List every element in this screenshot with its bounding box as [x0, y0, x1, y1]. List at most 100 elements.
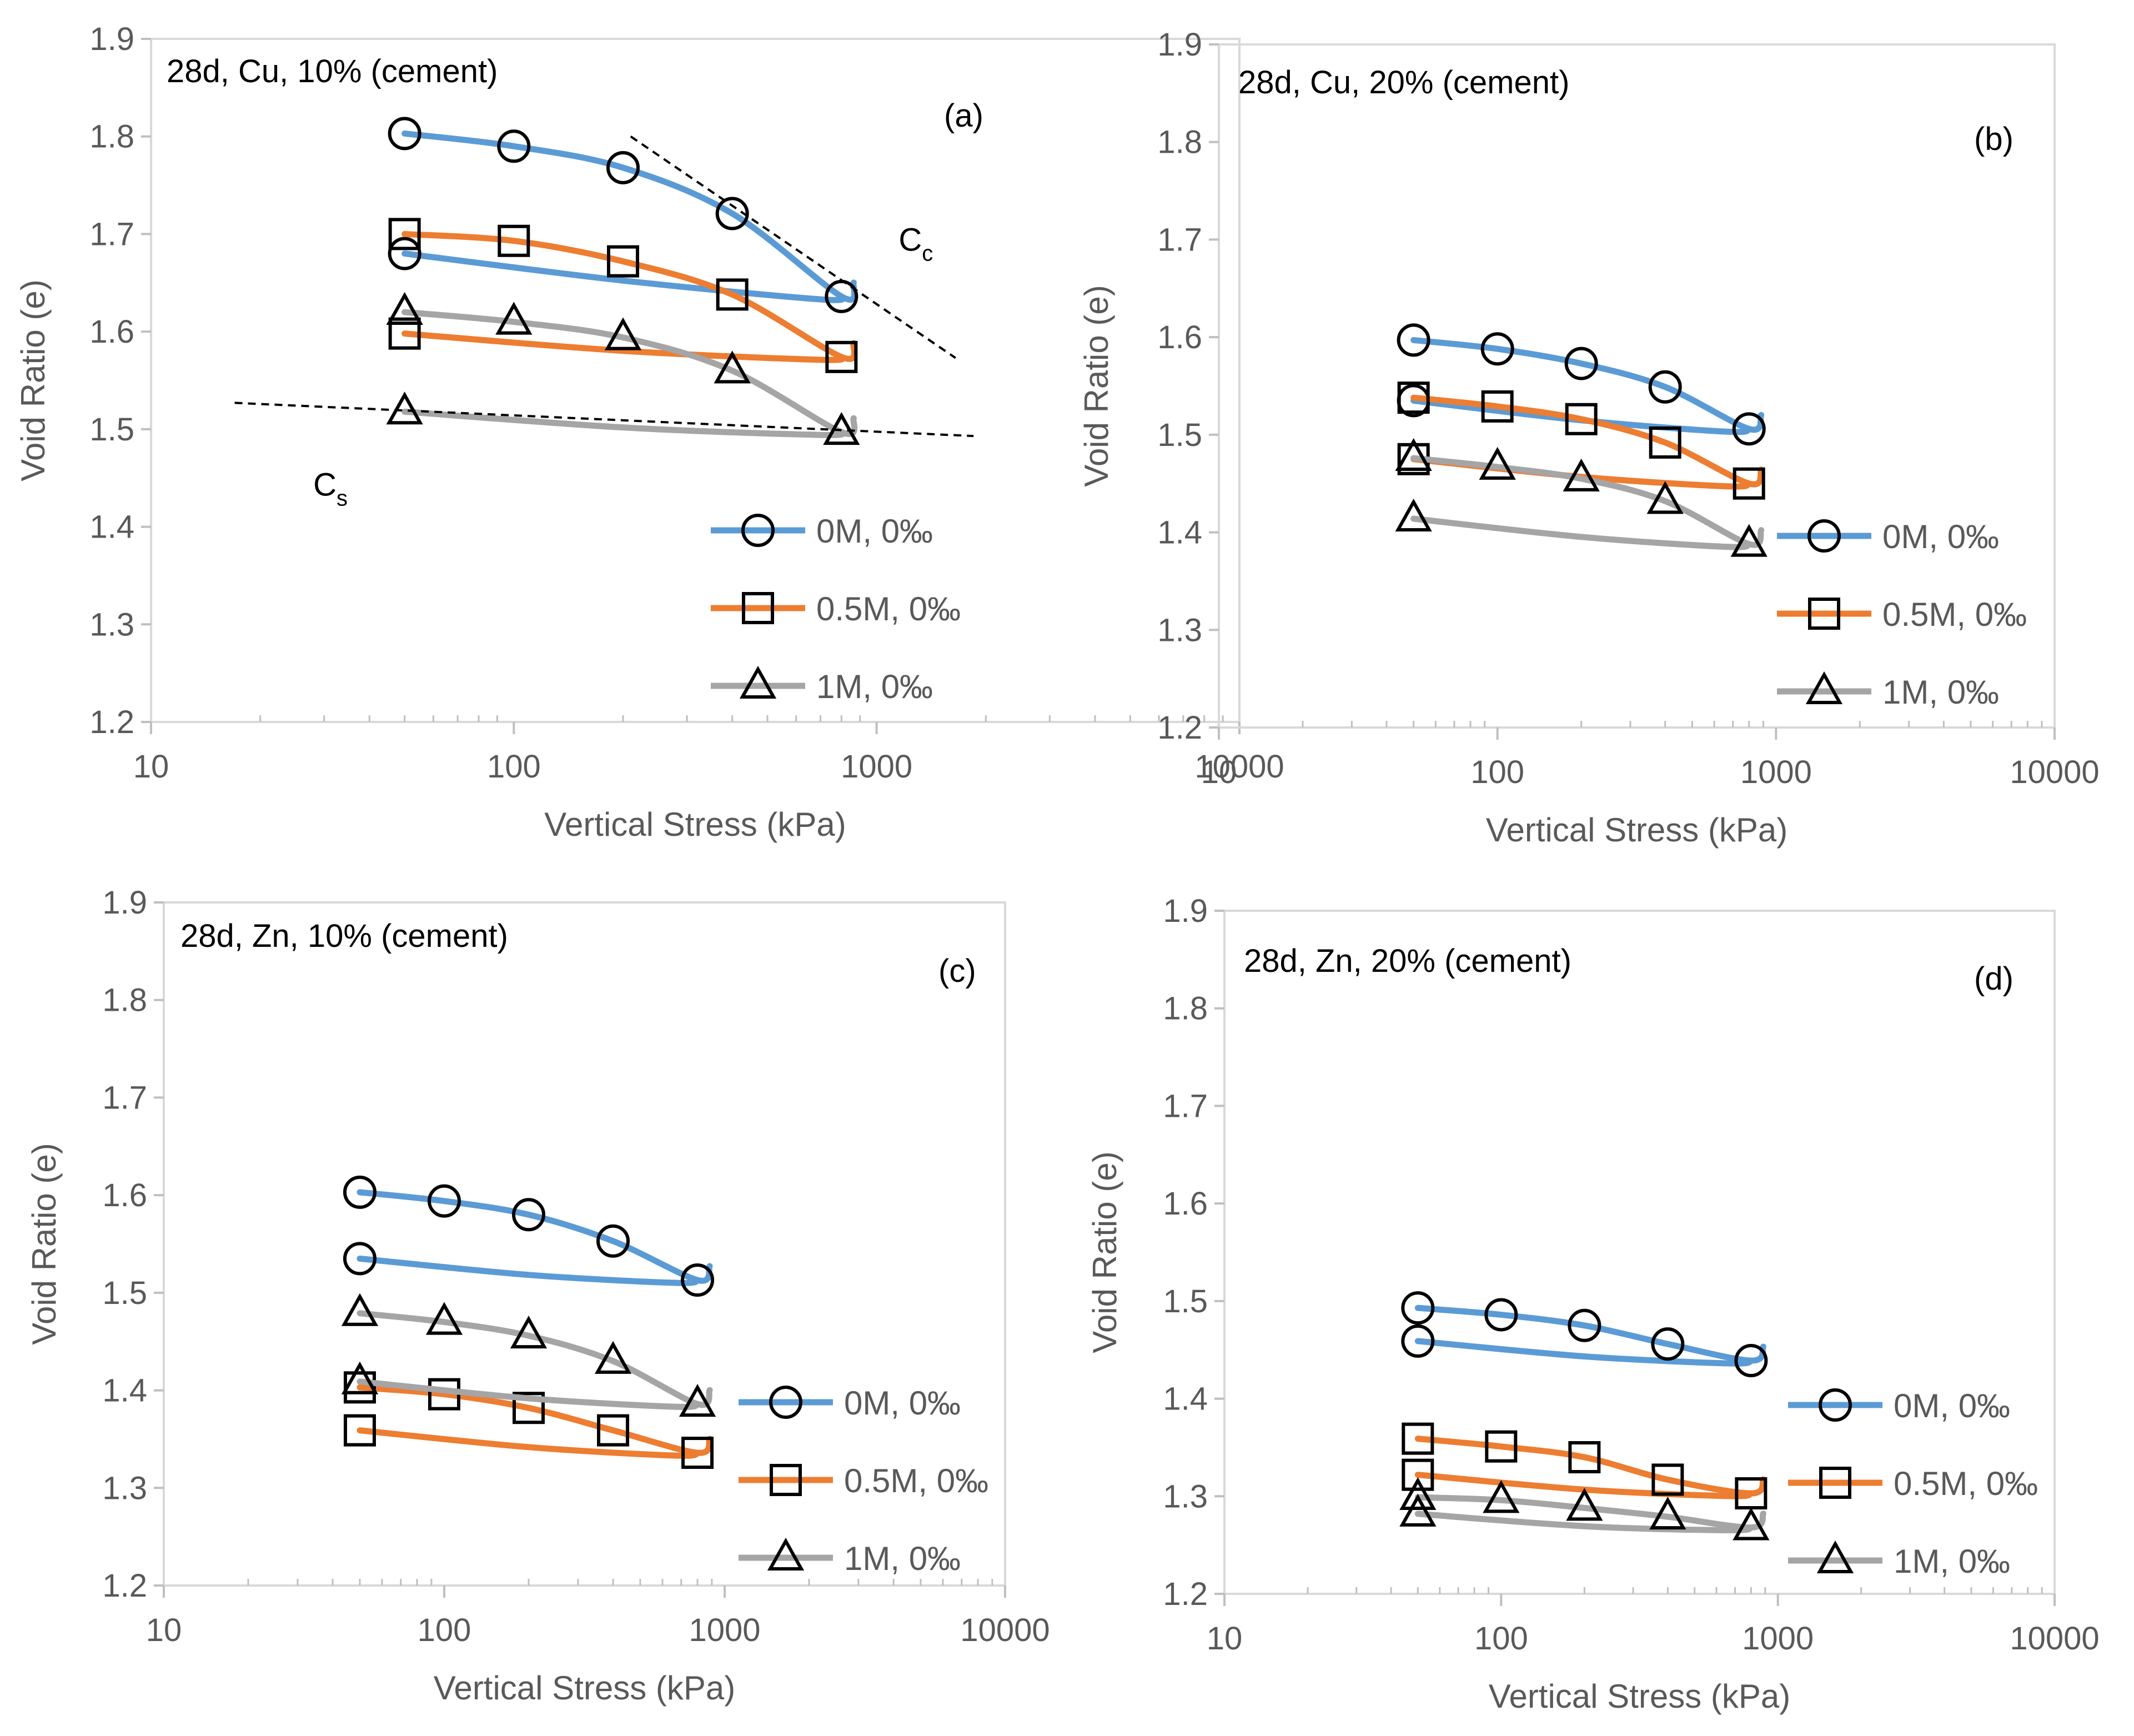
series-line-unloading — [401, 408, 846, 438]
chart-title: 28d, Cu, 10% (cement) — [167, 53, 498, 89]
plot-area — [150, 38, 1241, 723]
y-tick-label: 1.9 — [1163, 893, 1208, 929]
chart-panel-b: 1.2 1.3 1.4 1.5 1.6 1.7 1.8 1.9 10 100 1000 10000 Ve… — [1078, 27, 2100, 849]
y-axis-title: Void Ratio (e) — [1086, 1151, 1123, 1353]
data-point — [1565, 403, 1598, 435]
x-tick-label: 10 — [133, 749, 169, 785]
data-point — [1568, 1441, 1601, 1473]
legend-marker — [1805, 671, 1843, 704]
data-point — [1649, 426, 1681, 459]
data-point — [388, 117, 421, 150]
y-tick-label: 1.9 — [102, 885, 147, 921]
y-tick-label: 1.8 — [1157, 124, 1202, 160]
plot-area — [1218, 43, 2056, 729]
data-point — [594, 1341, 632, 1374]
x-tick-label: 10 — [1201, 754, 1237, 790]
legend-label: 0.5M, 0‰ — [844, 1462, 988, 1499]
data-point — [341, 1361, 379, 1394]
chart-title: 28d, Zn, 10% (cement) — [180, 918, 508, 954]
cs-label: Cs — [313, 466, 348, 510]
chart-panel-a: 1.2 1.3 1.4 1.5 1.6 1.7 1.8 1.9 10 100 1000 10000 Ve… — [14, 21, 1284, 843]
data-point — [343, 1414, 376, 1447]
data-point — [1402, 1422, 1434, 1455]
x-axis-title: Vertical Stress (kPa) — [434, 1669, 736, 1707]
y-tick-label: 1.6 — [1157, 319, 1202, 355]
legend-marker — [770, 1464, 802, 1496]
series-circle — [1401, 1291, 1768, 1378]
data-point — [428, 1184, 461, 1218]
chart-panel-c: 1.2 1.3 1.4 1.5 1.6 1.7 1.8 1.9 10 100 1000 10000 Ve… — [26, 885, 1050, 1707]
x-tick-label: 1000 — [1742, 1620, 1814, 1657]
series-line-unloading — [1410, 515, 1753, 550]
data-point — [604, 317, 642, 350]
y-tick-label: 1.9 — [89, 21, 134, 57]
plot-area — [163, 901, 1006, 1587]
series-line-unloading — [1410, 397, 1753, 435]
data-point — [1733, 467, 1765, 500]
data-point — [510, 1316, 548, 1349]
panel-tag: (c) — [938, 953, 976, 989]
y-tick-label: 1.5 — [102, 1275, 147, 1311]
series-circle — [1397, 323, 1766, 446]
legend-marker — [741, 514, 775, 547]
data-point — [425, 1302, 463, 1335]
y-tick-label: 1.3 — [1157, 612, 1202, 648]
data-point — [1649, 1497, 1686, 1530]
data-point — [1479, 446, 1516, 480]
y-tick-label: 1.2 — [89, 704, 134, 740]
data-point — [606, 150, 640, 184]
data-point — [1646, 481, 1684, 514]
data-point — [607, 245, 640, 278]
y-tick-label: 1.9 — [1157, 27, 1202, 63]
cc-label-main: C — [898, 222, 922, 258]
data-point — [681, 1263, 715, 1297]
data-point — [1399, 1477, 1437, 1511]
data-point — [513, 1392, 545, 1424]
x-tick-label: 10 — [1207, 1620, 1243, 1657]
cc-label: Cc — [898, 222, 933, 265]
legend-marker — [1819, 1467, 1851, 1499]
y-tick-label: 1.5 — [89, 412, 134, 448]
x-tick-label: 100 — [418, 1612, 471, 1648]
legend-marker — [1816, 1540, 1854, 1573]
legend-label: 0M, 0‰ — [1882, 518, 1999, 555]
x-tick-label: 100 — [1470, 754, 1524, 790]
data-point — [497, 129, 531, 163]
legend-label: 1M, 0‰ — [844, 1540, 961, 1577]
data-point — [825, 340, 858, 373]
legend-label: 0.5M, 0‰ — [1882, 596, 2027, 633]
series-triangle — [1395, 438, 1768, 557]
data-point — [714, 350, 751, 384]
chart-panel-d: 1.2 1.3 1.4 1.5 1.6 1.7 1.8 1.9 10 100 1000 10000 Ve… — [1086, 893, 2100, 1715]
series-circle — [388, 117, 858, 313]
data-point — [1401, 1324, 1435, 1358]
series-square — [1402, 1422, 1768, 1510]
legend-label: 0M, 0‰ — [844, 1384, 961, 1422]
y-tick-label: 1.6 — [1163, 1186, 1208, 1222]
series-line-unloading — [356, 1255, 701, 1286]
data-point — [1732, 412, 1766, 446]
cc-guide-line — [630, 136, 956, 359]
legend-label: 0.5M, 0‰ — [816, 590, 961, 628]
cs-guide-line — [234, 402, 974, 438]
legend-label: 0.5M, 0‰ — [1894, 1465, 2038, 1502]
x-tick-label: 10 — [146, 1612, 182, 1648]
data-point — [1564, 347, 1598, 380]
data-point — [1481, 390, 1514, 423]
y-axis-title: Void Ratio (e) — [14, 279, 52, 481]
legend-label: 1M, 0‰ — [816, 668, 933, 705]
x-axis-title: Vertical Stress (kPa) — [1486, 811, 1788, 849]
legend-marker — [767, 1537, 805, 1571]
data-point — [343, 1175, 376, 1209]
series-triangle — [341, 1293, 716, 1417]
y-tick-label: 1.6 — [89, 314, 134, 350]
panel-tag: (d) — [1974, 961, 2014, 997]
y-tick-label: 1.4 — [1163, 1381, 1208, 1417]
data-point — [1397, 382, 1430, 414]
cc-label-sub: c — [922, 241, 933, 265]
data-point — [1563, 458, 1600, 491]
chart-title: 28d, Cu, 20% (cement) — [1238, 64, 1569, 101]
data-point — [1395, 498, 1432, 531]
data-point — [1402, 1458, 1434, 1491]
